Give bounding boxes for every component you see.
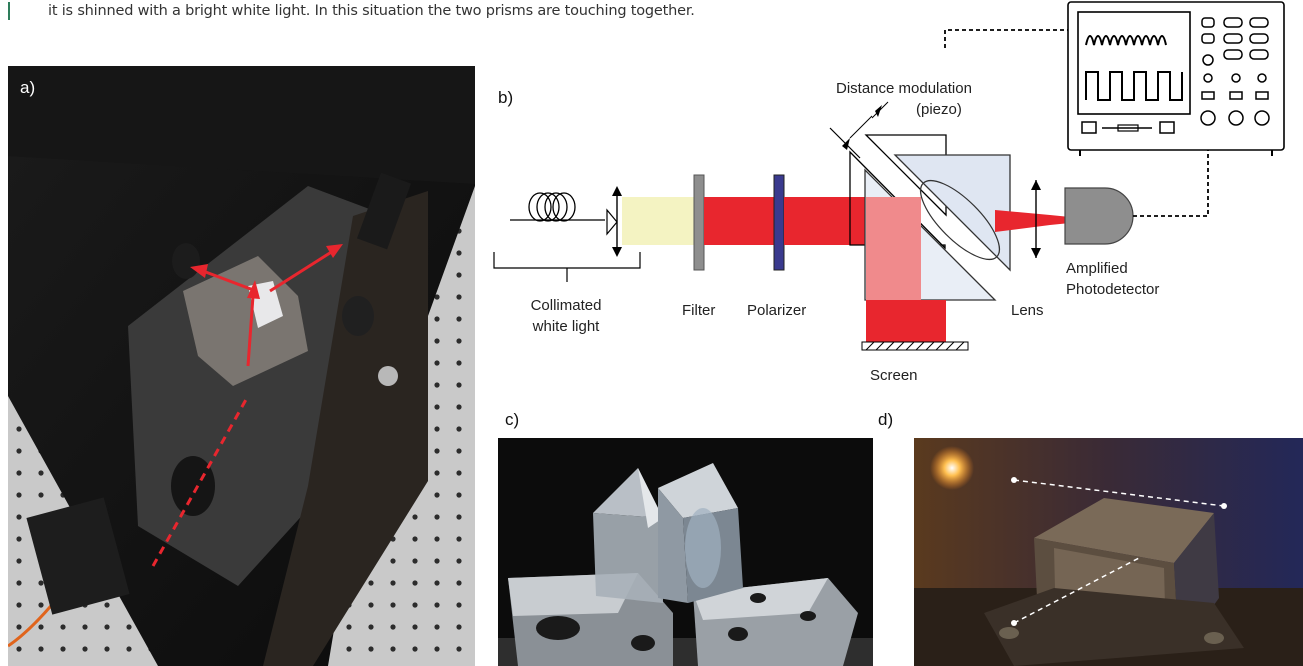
panel-d-photo [914, 438, 1303, 666]
label-filter: Filter [682, 302, 715, 319]
panel-c-label: c) [505, 410, 520, 429]
panel-a-photo: a) [8, 66, 475, 666]
label-piezo: (piezo) [916, 101, 962, 118]
setup-photo [8, 66, 475, 666]
label-polarizer: Polarizer [747, 302, 806, 319]
label-collimated: Collimated [531, 297, 602, 314]
label-lens: Lens [1011, 302, 1044, 319]
schematic-diagram: Collimated white light Filter Polarizer … [493, 1, 1285, 384]
label-white-light: white light [532, 318, 601, 335]
prism-light-photo [914, 438, 1303, 666]
panel-c-photo [498, 438, 873, 666]
panel-a-label: a) [20, 78, 36, 97]
label-distance-modulation: Distance modulation [836, 80, 972, 97]
label-photodetector: Photodetector [1066, 281, 1159, 298]
panel-b-label: b) [498, 88, 514, 107]
panel-b-schematic: Collimated white light Filter Polarizer … [490, 0, 1303, 395]
caption-text: it is shinned with a bright white light.… [48, 3, 695, 19]
label-amplified: Amplified [1066, 260, 1128, 277]
panel-d-label: d) [878, 410, 894, 429]
prisms-photo [498, 438, 873, 666]
figure-caption: it is shinned with a bright white light.… [8, 0, 1008, 24]
caption-accent-bar [8, 2, 10, 20]
label-screen: Screen [870, 367, 918, 384]
